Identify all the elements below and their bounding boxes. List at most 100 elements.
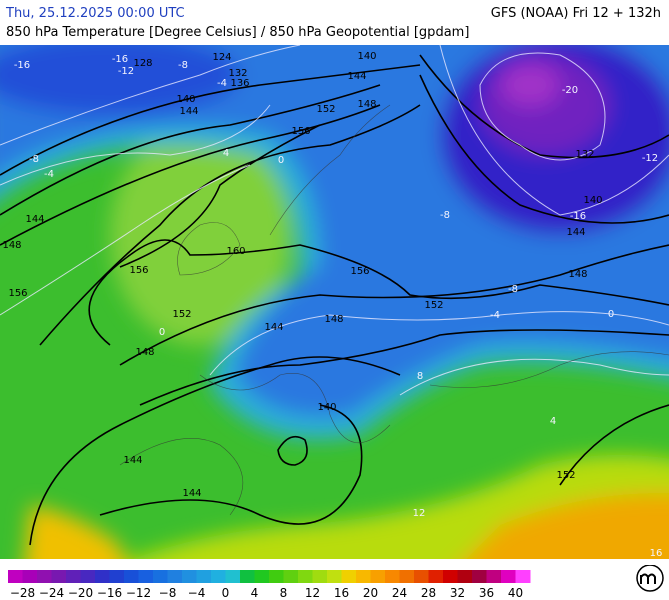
legend-swatch (138, 570, 154, 583)
map-label: 152 (172, 309, 191, 320)
map-label: 0 (159, 327, 165, 338)
map-shape (88, 239, 669, 346)
map-label: 152 (556, 470, 575, 481)
map-label: 156 (291, 126, 310, 137)
map-shape (0, 64, 421, 176)
map-label: 152 (424, 300, 443, 311)
map-label: -4 (490, 310, 500, 321)
map-shape (277, 435, 308, 466)
map-label: -4 (217, 78, 227, 89)
map-shape (559, 404, 669, 486)
legend-swatch (167, 570, 183, 583)
map-label: 140 (317, 402, 336, 413)
map-label: -4 (44, 169, 54, 180)
map-shape (0, 104, 271, 186)
map-shape (419, 54, 669, 159)
map-shape (39, 104, 421, 346)
map-label: 160 (226, 246, 245, 257)
map-shape (209, 311, 669, 376)
map-shape (119, 244, 669, 366)
logo (636, 565, 664, 592)
map-label: 8 (417, 371, 423, 382)
legend-swatch (269, 570, 284, 583)
legend-swatch (370, 570, 386, 583)
map-shape: -16-16 128-12-8124132136-4140144140144148… (0, 45, 669, 559)
map-label: 144 (264, 322, 283, 333)
legend-swatch (95, 570, 110, 583)
legend-swatch (356, 570, 371, 583)
legend-swatch (225, 570, 241, 583)
map-shape (439, 45, 669, 216)
map-shape (0, 45, 301, 146)
model: GFS (NOAA) Fri 12 + 132h (490, 6, 661, 21)
map-label: 144 (566, 227, 585, 238)
map-label: 124 (212, 52, 231, 63)
legend-label: 12 (305, 586, 320, 600)
map-label: 128 (133, 58, 152, 69)
map-shape (419, 74, 669, 224)
legend-swatch (153, 570, 168, 583)
map-label: 148 (568, 269, 587, 280)
legend-label: 0 (222, 586, 230, 600)
legend-swatch (182, 570, 197, 583)
legend-swatch (254, 570, 270, 583)
legend-swatch (341, 570, 357, 583)
legend-label: 40 (508, 586, 523, 600)
map-label: 0 (608, 309, 614, 320)
map-shape (0, 104, 381, 246)
map-label: -12 (118, 66, 134, 77)
warm-area (24, 505, 125, 559)
map-shape (139, 329, 669, 406)
map-label: -12 (642, 153, 658, 164)
map-label: 0 (278, 155, 284, 166)
legend-label: 20 (363, 586, 378, 600)
legend-swatch (66, 570, 81, 583)
cold-area (500, 63, 560, 107)
legend-swatch (312, 570, 328, 583)
map-label: -8 (178, 60, 188, 71)
legend-swatch (385, 570, 400, 583)
map-label: 132 (228, 68, 247, 79)
map: -16-16 128-12-8124132136-4140144140144148… (0, 45, 669, 559)
map-label: 136 (230, 78, 249, 89)
map-shape (199, 373, 391, 443)
map-label: 156 (8, 288, 27, 299)
map-label: 140 (176, 94, 195, 105)
isohypses (0, 54, 669, 546)
map-shape (119, 438, 244, 516)
legend-swatch (428, 570, 444, 583)
map-label: 156 (350, 266, 369, 277)
map-label: 144 (182, 488, 201, 499)
map-label: 148 (135, 347, 154, 358)
map-label: -8 (508, 284, 518, 295)
cold-area (0, 45, 240, 115)
legend-label: 8 (280, 586, 288, 600)
mild-area (110, 125, 290, 345)
map-label: 140 (357, 51, 376, 62)
legend-swatch (51, 570, 67, 583)
legend-swatch (283, 570, 299, 583)
map-shape (177, 222, 241, 276)
legend-swatch (124, 570, 139, 583)
legend-label: −12 (126, 586, 151, 600)
legend-swatch (196, 570, 212, 583)
legend-swatch (80, 570, 96, 583)
warm-area (466, 493, 669, 559)
legend-label: −20 (68, 586, 93, 600)
map-label: 148 (357, 99, 376, 110)
legend-swatch (211, 570, 226, 583)
map-label: 156 (129, 265, 148, 276)
map-label: 4 (550, 416, 556, 427)
legend-label: 36 (479, 586, 494, 600)
map-shape (429, 351, 669, 388)
legend-label: −16 (97, 586, 122, 600)
legend-swatch (8, 570, 23, 583)
map-label: -8 (440, 210, 450, 221)
map-label: -20 (562, 85, 578, 96)
legend-swatch (37, 570, 52, 583)
map-label: 144 (179, 106, 198, 117)
map-label: 16 (650, 548, 663, 559)
legend-swatch (109, 570, 125, 583)
